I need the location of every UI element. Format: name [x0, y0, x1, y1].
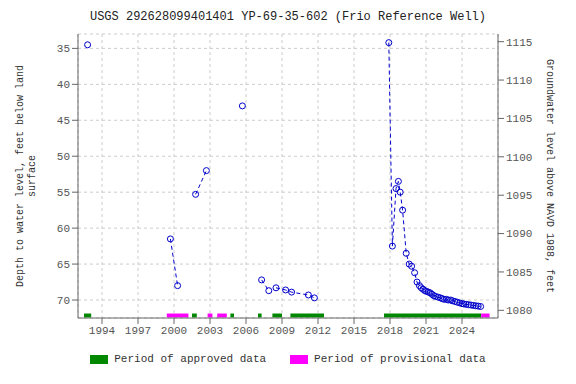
svg-text:2018: 2018 — [377, 325, 403, 337]
svg-text:Groundwater level above NAVD 1: Groundwater level above NAVD 1988, feet — [544, 59, 555, 293]
svg-text:50: 50 — [57, 151, 70, 163]
svg-text:45: 45 — [57, 115, 70, 127]
svg-text:1994: 1994 — [89, 325, 116, 337]
svg-text:1090: 1090 — [506, 228, 532, 240]
svg-text:2024: 2024 — [449, 325, 476, 337]
svg-text:65: 65 — [57, 259, 70, 271]
svg-text:55: 55 — [57, 187, 70, 199]
svg-text:40: 40 — [57, 79, 70, 91]
svg-text:35: 35 — [57, 43, 70, 55]
svg-text:1080: 1080 — [506, 305, 532, 317]
svg-text:60: 60 — [57, 223, 70, 235]
svg-text:2006: 2006 — [233, 325, 259, 337]
html-text:Period of provisional data: Period of provisional data — [314, 353, 486, 365]
svg-text:1115: 1115 — [506, 37, 532, 49]
svg-text:70: 70 — [57, 295, 70, 307]
svg-text:2003: 2003 — [197, 325, 223, 337]
svg-text:1100: 1100 — [506, 152, 532, 164]
svg-text:Depth to water level, feet bel: Depth to water level, feet below landsur… — [15, 65, 38, 287]
svg-text:2015: 2015 — [341, 325, 367, 337]
html-text:Period of approved data: Period of approved data — [114, 353, 267, 365]
svg-text:1105: 1105 — [506, 113, 532, 125]
svg-text:2021: 2021 — [413, 325, 440, 337]
svg-text:2000: 2000 — [161, 325, 187, 337]
svg-text:2009: 2009 — [269, 325, 295, 337]
svg-text:1085: 1085 — [506, 267, 532, 279]
svg-text:1110: 1110 — [506, 75, 532, 87]
svg-text:2012: 2012 — [305, 325, 331, 337]
svg-text:1095: 1095 — [506, 190, 532, 202]
html-text:USGS 292628099401401 YP-69-35-: USGS 292628099401401 YP-69-35-602 (Frio … — [90, 10, 486, 24]
svg-text:1997: 1997 — [125, 325, 151, 337]
